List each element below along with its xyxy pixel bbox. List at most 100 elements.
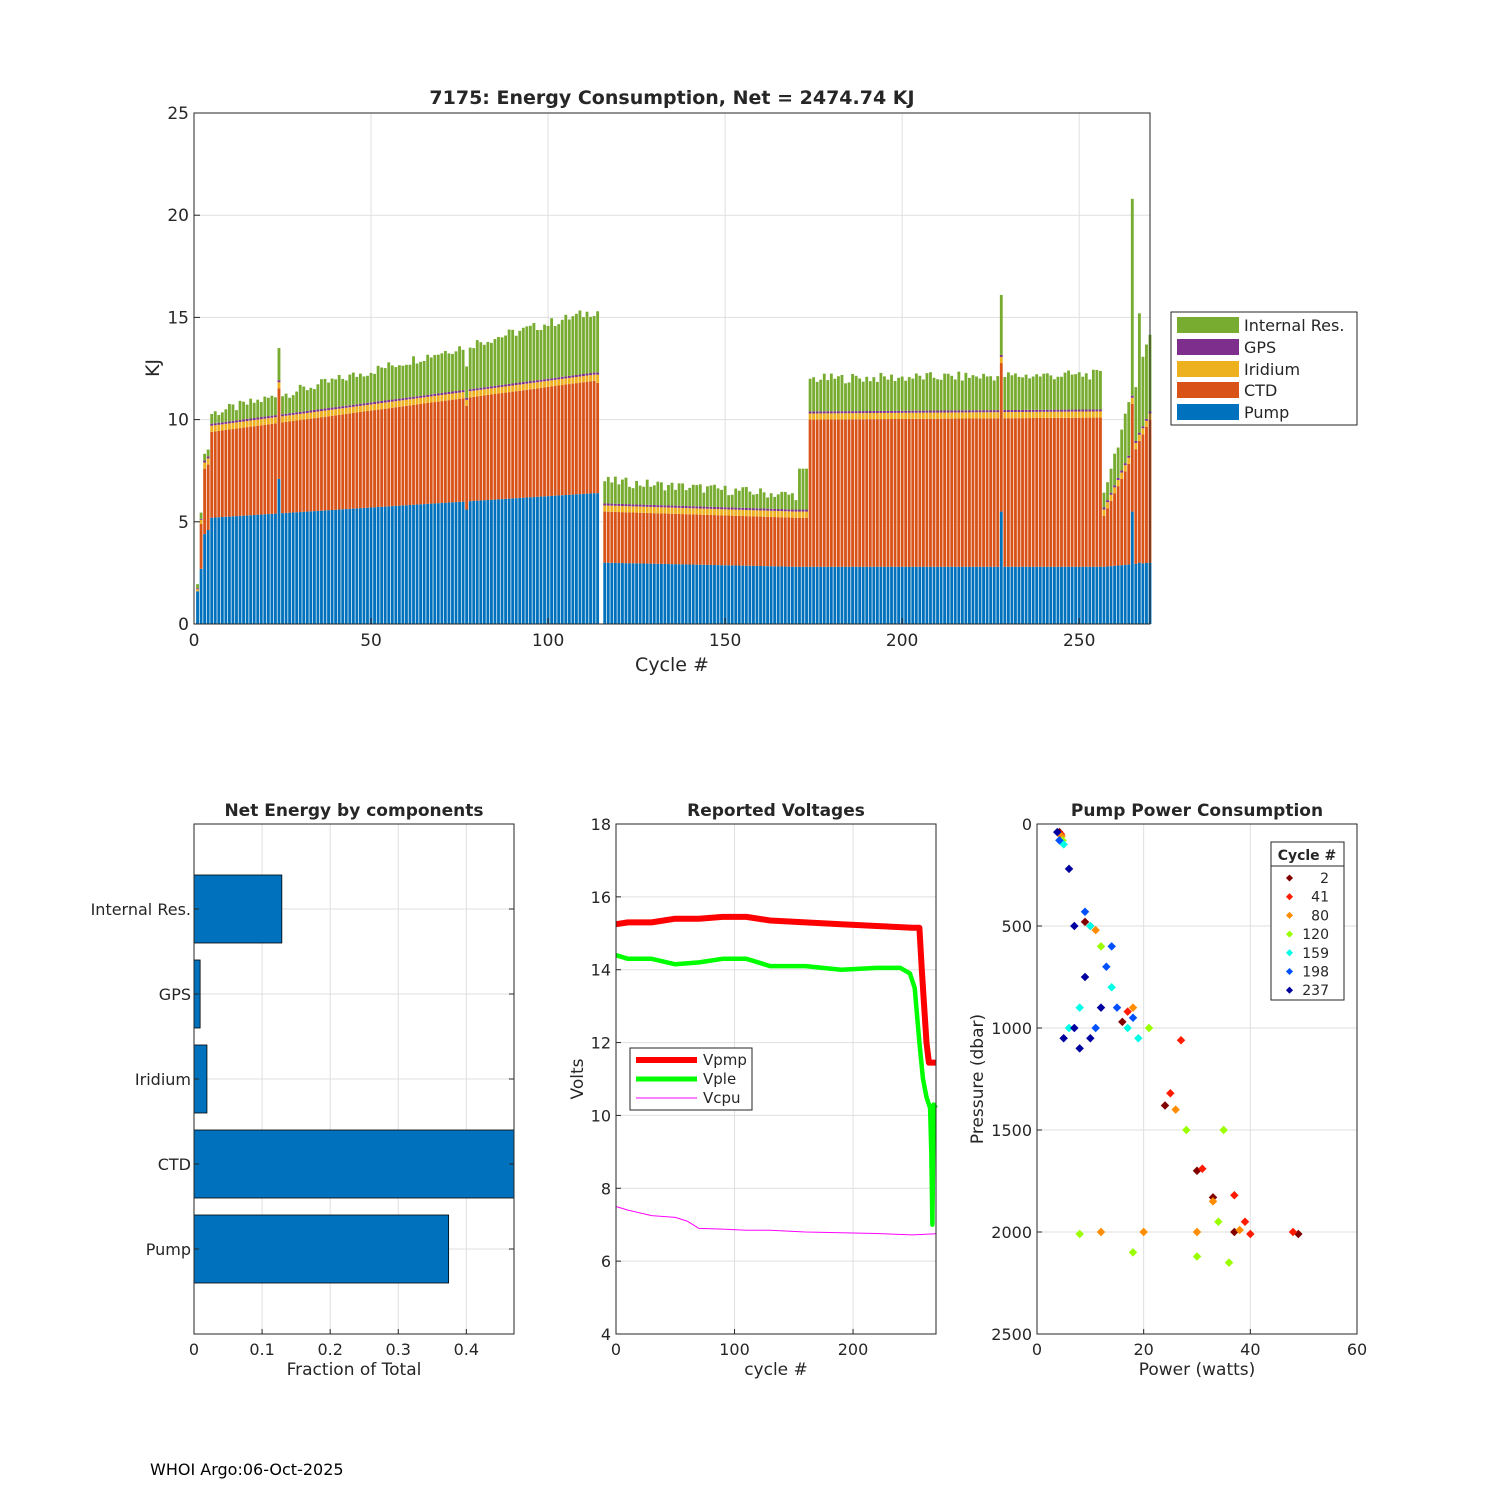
energy-bar-gps (783, 509, 787, 512)
energy-bar-pump (422, 504, 426, 624)
energy-bar-gps (305, 410, 309, 413)
components-bar (193, 1129, 515, 1199)
energy-bar-ctd (227, 429, 231, 517)
energy-bar-gps (1095, 409, 1099, 412)
energy-bar-gps (518, 382, 522, 385)
energy-bar-pump (454, 502, 458, 624)
energy-bar-pump (861, 566, 865, 624)
energy-bar-ctd (872, 419, 876, 567)
energy-bar-gps (486, 386, 490, 389)
energy-bar-iridium (847, 413, 851, 420)
energy-bar-gps (1063, 409, 1067, 412)
energy-bar-gps (674, 505, 677, 508)
energy-bar-pump (199, 568, 203, 624)
energy-bar-ctd (475, 396, 479, 501)
pump-power-point-cycle-2 (1160, 1101, 1170, 1110)
energy-bar-gps (964, 410, 968, 413)
energy-bar-ctd (695, 514, 699, 565)
energy-bar-internal (635, 480, 639, 505)
energy-bar-internal (323, 378, 327, 409)
energy-bar-gps (553, 377, 557, 380)
energy-bar-internal (1091, 369, 1095, 410)
energy-bar-ctd (249, 426, 253, 516)
energy-bar-ctd (936, 418, 939, 567)
energy-bar-internal (822, 373, 826, 412)
energy-bar-gps (681, 505, 685, 508)
energy-bar-ctd (776, 517, 780, 567)
energy-bar-pump (730, 565, 734, 624)
energy-xlabel: Cycle # (635, 654, 709, 676)
energy-bar-internal (918, 375, 922, 411)
energy-bar-internal (705, 486, 709, 507)
energy-bar-gps (617, 503, 621, 506)
energy-bar-pump (543, 496, 546, 624)
energy-bar-pump (376, 507, 380, 624)
energy-bar-iridium (829, 413, 833, 420)
energy-bar-internal (897, 377, 901, 411)
energy-bar-pump (840, 566, 844, 624)
energy-bar-iridium (358, 405, 362, 412)
energy-bar-gps (369, 402, 373, 405)
energy-bar-iridium (971, 412, 975, 419)
energy-bar-internal (1074, 374, 1078, 410)
energy-bar-ctd (918, 418, 922, 567)
energy-bar-ctd (451, 399, 454, 503)
energy-bar-ctd (978, 418, 982, 567)
energy-bar-ctd (670, 513, 674, 565)
energy-bar-internal (295, 391, 299, 413)
energy-bar-pump (766, 566, 770, 624)
energy-bar-pump (1074, 566, 1078, 624)
energy-bar-iridium (759, 510, 762, 517)
energy-bar-gps (546, 378, 550, 381)
pump-power-legend-label: 41 (1311, 890, 1329, 906)
energy-bar-pump (235, 516, 238, 624)
energy-bar-gps (943, 410, 947, 413)
energy-bar-pump (536, 496, 539, 624)
energy-bar-pump (366, 507, 369, 624)
pump-power-point-cycle-120 (1096, 942, 1106, 951)
energy-bar-ctd (507, 392, 511, 499)
energy-bar-pump (1045, 566, 1049, 624)
energy-bar-internal (500, 337, 504, 385)
energy-bar-gps (762, 508, 766, 511)
energy-bar-iridium (925, 412, 929, 419)
energy-bar-gps (405, 397, 408, 400)
energy-bar-internal (220, 412, 224, 423)
components-ticks: 0 0.1 0.2 0.3 0.4 Internal Res. GPS Iridium CTD P… (91, 900, 514, 1359)
energy-bar-internal (518, 330, 522, 383)
energy-bar-ctd (808, 419, 812, 567)
energy-bar-pump (408, 504, 412, 624)
pump-power-ticklabel-y: 2000 (991, 1223, 1032, 1242)
energy-bar-gps (755, 508, 759, 511)
energy-bar-gps (752, 508, 755, 511)
energy-bar-internal (621, 479, 624, 504)
energy-bar-gps (1091, 409, 1095, 412)
energy-bar-internal (196, 584, 199, 589)
energy-bar-internal (709, 485, 713, 507)
energy-bar-ctd (826, 419, 830, 567)
energy-bar-ctd (819, 419, 823, 567)
energy-bar-iridium (436, 395, 440, 402)
energy-bar-gps (900, 410, 904, 413)
energy-bar-iridium (936, 412, 939, 419)
energy-bar-gps (921, 410, 925, 413)
energy-bar-iridium (256, 419, 260, 426)
pump-power-legend-title: Cycle # (1278, 848, 1337, 864)
energy-bar-internal (953, 379, 957, 411)
energy-bar-ctd (883, 419, 886, 567)
energy-bar-internal (829, 373, 833, 412)
components-ticklabel-y: Internal Res. (91, 900, 191, 919)
energy-bar-iridium (652, 507, 656, 514)
energy-bar-ctd (366, 411, 369, 508)
energy-bar-gps (975, 410, 978, 413)
energy-bar-iridium (305, 412, 309, 420)
energy-bar-internal (741, 487, 745, 508)
energy-bar-ctd (907, 418, 911, 567)
energy-bar-iridium (603, 505, 607, 512)
energy-bar-pump (900, 566, 904, 624)
pump-power-point-cycle-80 (1192, 1227, 1202, 1237)
energy-bar-ctd (1091, 417, 1095, 567)
energy-bar-gps (1024, 409, 1028, 412)
energy-bar-ctd (266, 424, 270, 515)
